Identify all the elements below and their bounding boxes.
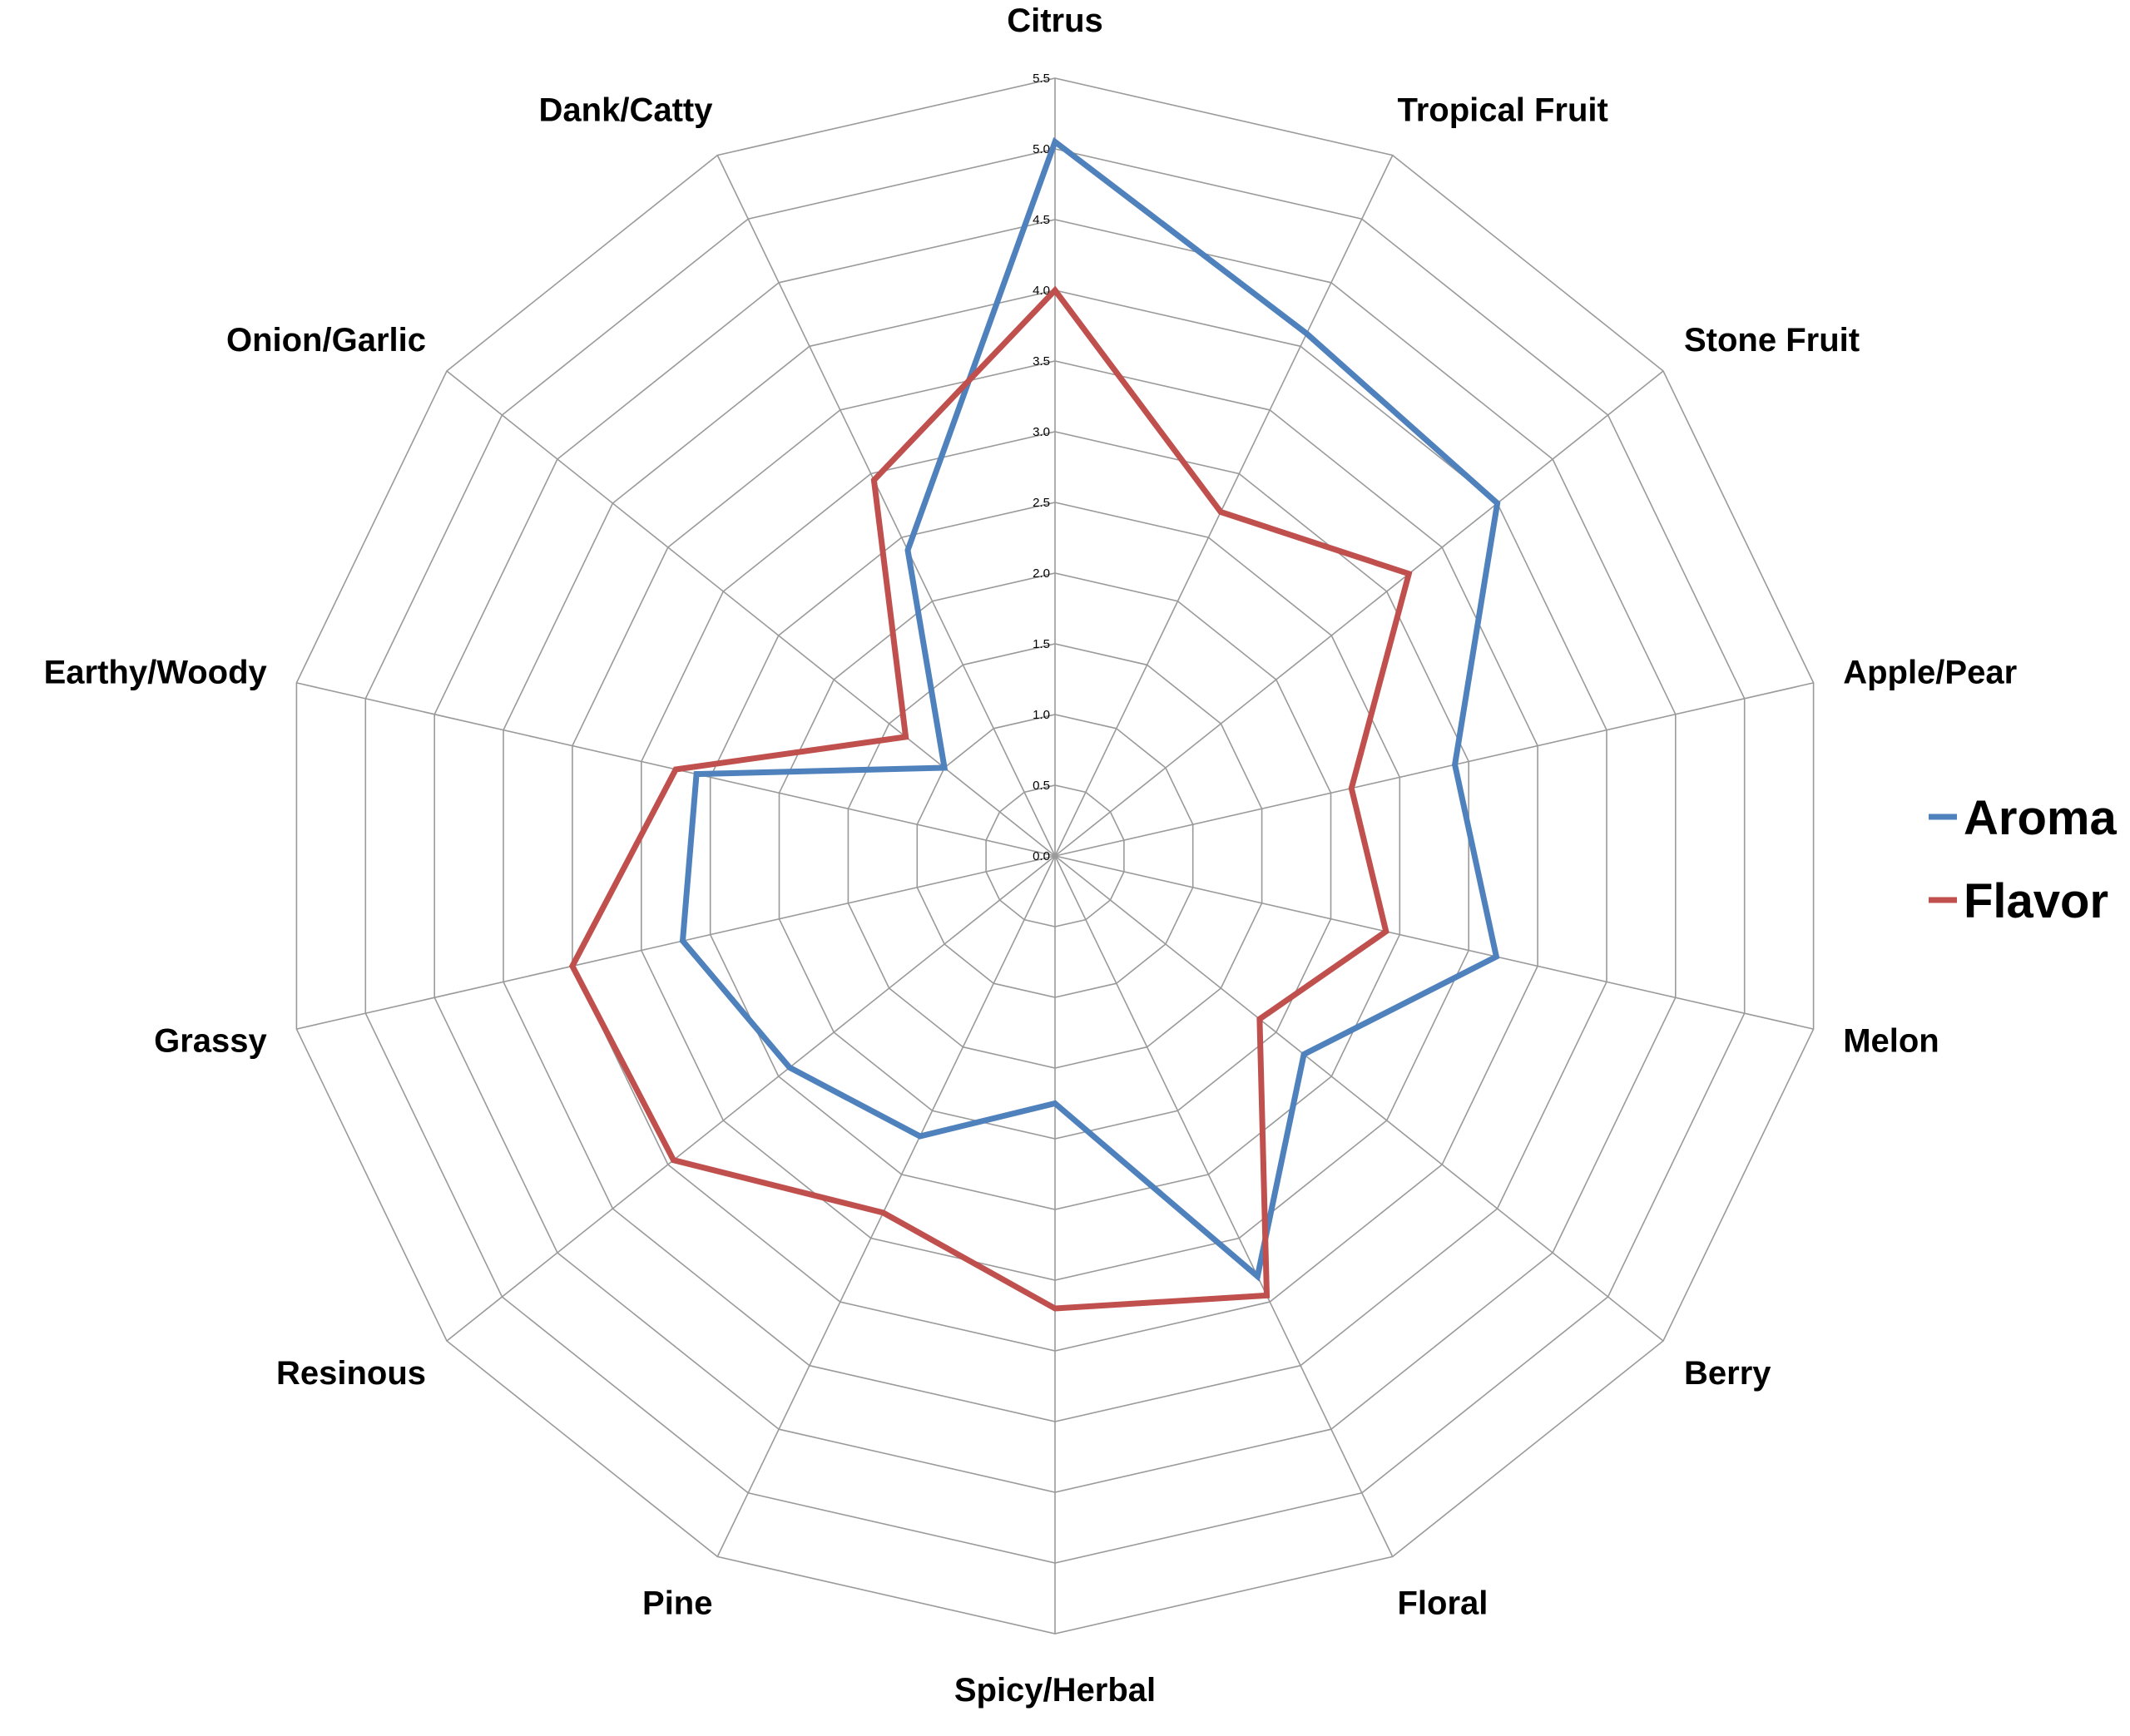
radar-grid — [295, 77, 1815, 1635]
tick-label: 2.0 — [1033, 566, 1050, 581]
axis-spoke — [1054, 682, 1814, 857]
axis-spoke — [296, 855, 1056, 1030]
axis-spoke — [1054, 855, 1814, 1030]
category-label: Grassy — [154, 1023, 267, 1060]
axis-spoke — [446, 855, 1056, 1342]
tick-label: 5.0 — [1033, 142, 1050, 156]
tick-label: 0.5 — [1033, 779, 1050, 793]
category-label: Pine — [642, 1585, 712, 1621]
tick-label: 4.0 — [1033, 284, 1050, 298]
category-label: Melon — [1843, 1023, 1939, 1060]
axis-spoke — [1054, 855, 1664, 1342]
tick-label: 3.0 — [1033, 425, 1050, 439]
category-label: Spicy/Herbal — [954, 1672, 1156, 1709]
tick-label: 5.5 — [1033, 72, 1050, 86]
category-label: Apple/Pear — [1843, 654, 2017, 690]
axis-spoke — [1054, 855, 1394, 1557]
category-label: Floral — [1398, 1585, 1489, 1621]
tick-label: 1.0 — [1033, 708, 1050, 722]
category-label: Berry — [1684, 1355, 1771, 1392]
axis-spoke — [1054, 370, 1664, 857]
series-aroma-line — [679, 136, 1501, 1282]
series-flavor-line — [568, 285, 1413, 1312]
axis-spoke — [446, 370, 1056, 857]
tick-label: 0.0 — [1033, 849, 1050, 863]
legend: Aroma Flavor — [1929, 791, 2117, 928]
category-label: Citrus — [1007, 2, 1103, 39]
legend-label-flavor: Flavor — [1964, 874, 2108, 928]
category-label: Resinous — [276, 1355, 426, 1392]
category-label: Earthy/Woody — [44, 654, 268, 690]
category-label: Onion/Garlic — [226, 322, 426, 359]
axis-spoke — [716, 155, 1056, 857]
category-labels: Citrus Tropical Fruit Stone Fruit Apple/Pea… — [44, 2, 2018, 1709]
axis-spoke — [716, 855, 1056, 1557]
axis-spoke — [1054, 155, 1394, 857]
radial-axis-ticks: 0.0 0.5 1.0 1.5 2.0 2.5 3.0 3.5 4.0 4.5 5.0 5.5 — [1033, 72, 1050, 863]
tick-label: 4.5 — [1033, 213, 1050, 227]
category-label: Tropical Fruit — [1398, 92, 1608, 129]
legend-label-aroma: Aroma — [1964, 791, 2117, 845]
tick-label: 3.5 — [1033, 354, 1050, 368]
category-label: Dank/Catty — [539, 92, 714, 129]
tick-label: 1.5 — [1033, 637, 1050, 651]
tick-label: 2.5 — [1033, 496, 1050, 510]
category-label: Stone Fruit — [1684, 322, 1860, 359]
series-layer — [568, 136, 1501, 1312]
